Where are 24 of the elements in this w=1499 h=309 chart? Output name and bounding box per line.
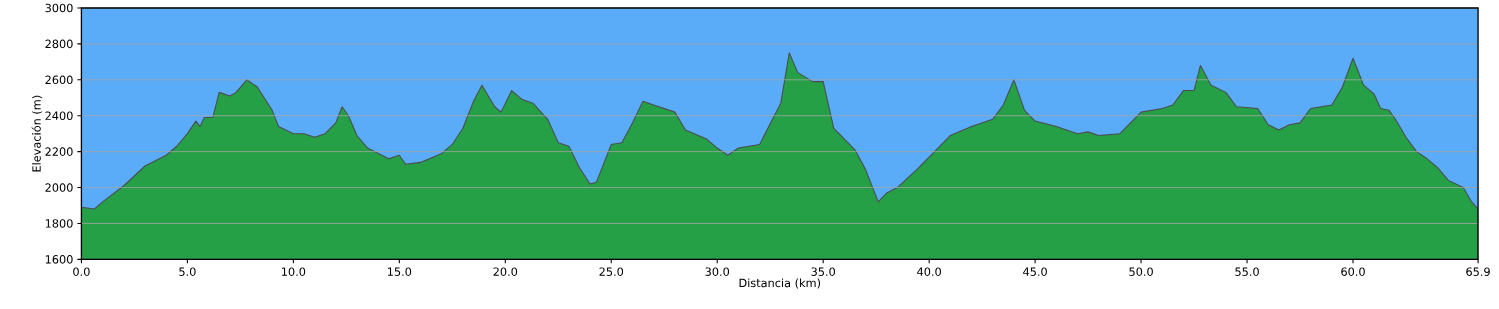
x-tick-label: 25.0	[599, 267, 624, 276]
x-tick-label: 40.0	[917, 267, 941, 276]
x-axis-title: Distancia (km)	[739, 278, 821, 289]
x-tick-label: 65.9	[1466, 267, 1490, 276]
y-tick-label: 2000	[45, 183, 73, 192]
y-tick-label: 2800	[45, 39, 73, 49]
x-tick-label: 30.0	[705, 267, 730, 276]
y-tick-label: 3000	[45, 3, 73, 13]
x-tick-label: 15.0	[387, 267, 412, 276]
y-axis-title: Elevación (m)	[31, 95, 43, 172]
x-tick-label: 10.0	[282, 267, 306, 276]
x-tick-label: 20.0	[493, 267, 518, 276]
x-tick-label: 55.0	[1235, 267, 1259, 276]
y-tick-label: 2600	[45, 75, 73, 84]
x-tick-label: 50.0	[1129, 267, 1153, 276]
y-tick-label: 1800	[45, 219, 73, 228]
y-tick-label: 1600	[45, 254, 73, 264]
x-tick-label: 0.0	[73, 267, 90, 276]
x-tick-label: 60.0	[1341, 267, 1365, 276]
y-tick-label: 2400	[45, 111, 73, 120]
x-tick-label: 45.0	[1023, 267, 1047, 276]
y-tick-label: 2200	[45, 147, 73, 156]
x-tick-label: 35.0	[811, 267, 836, 276]
x-tick-label: 5.0	[179, 267, 196, 276]
